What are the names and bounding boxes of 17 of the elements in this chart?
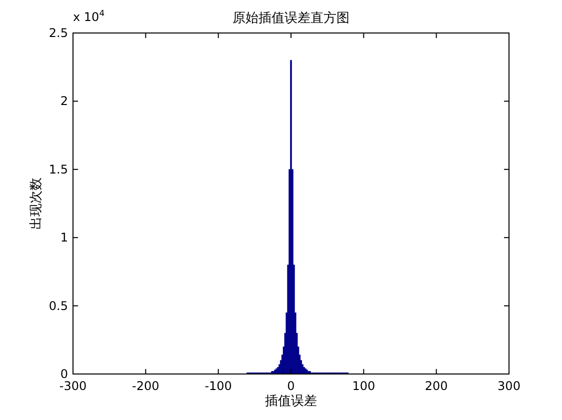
y-tick-label: 2 <box>60 94 68 108</box>
x-axis-title: 插值误差 <box>265 394 317 409</box>
y-tick-label: 0.5 <box>48 298 68 313</box>
y-tick-label: 2.5 <box>48 26 68 40</box>
x-tick-label: -300 <box>59 379 87 393</box>
x-tick-label: -200 <box>132 379 160 393</box>
x-tick-label: -100 <box>204 379 232 393</box>
x-tick-label: 200 <box>424 379 448 393</box>
y-tick-label: 0 <box>60 367 68 381</box>
text: x 10$^{4}$ <box>73 8 105 24</box>
y-tick-label: 1 <box>60 230 68 245</box>
x-tick-label: 300 <box>498 379 520 393</box>
x-tick-label: 100 <box>352 379 376 393</box>
y-tick-label: 1.5 <box>48 162 68 176</box>
chart-title: 原始插值误差直方图 <box>232 10 350 26</box>
y-axis-title: 出现次数 <box>29 178 44 230</box>
x-tick-label: 0 <box>287 379 295 393</box>
